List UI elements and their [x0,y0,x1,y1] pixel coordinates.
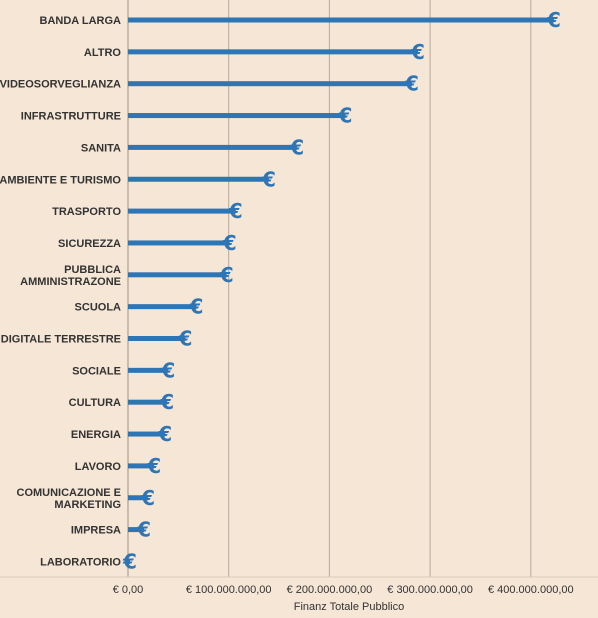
category-label: AMBIENTE E TURISMO [0,174,121,186]
bar [128,208,236,214]
euro-marker: € [177,327,192,351]
euro-marker: € [289,135,304,159]
x-tick-label: € 200.000.000,00 [287,584,373,596]
category-label: TRASPORTO [52,206,121,218]
category-label: COMUNICAZIONE E MARKETING [17,487,122,511]
x-axis-title: Finanz Totale Pubblico [294,601,404,613]
bar [128,527,145,533]
bar [128,463,155,469]
x-tick-label: € 400.000.000,00 [488,584,574,596]
grid-lines [0,0,598,578]
bar [128,49,419,55]
category-label: BANDA LARGA [40,15,122,27]
euro-marker: € [136,518,151,542]
category-labels: BANDA LARGA ALTRO VIDEOSORVEGLIANZA INFRAST… [0,15,121,568]
bar [128,495,149,501]
euro-marker: € [140,486,155,510]
bar [128,367,169,373]
bar [128,17,554,23]
x-tick-label: € 0,00 [113,584,144,596]
bar [128,304,197,310]
euro-marker: € [189,295,204,319]
category-label: SCUOLA [75,302,122,314]
category-label: LAVORO [75,461,122,473]
category-label: ALTRO [84,47,122,59]
category-label: PUBBLICA AMMINISTRAZONE [20,264,121,288]
euro-marker: € [222,231,237,255]
category-label: SICUREZZA [58,238,121,250]
euro-marker: € [157,422,172,446]
category-label: IMPRESA [71,525,121,537]
category-label: SANITA [81,142,121,154]
category-label: VIDEOSORVEGLIANZA [0,79,121,91]
euro-marker: € [261,167,276,191]
category-label: INFRASTRUTTURE [21,111,121,123]
bars: €€€€€€€€€€€€€€€€€€ [122,8,561,573]
bar [128,431,166,437]
bar [128,272,227,278]
euro-marker: € [546,8,561,32]
bar [128,176,269,182]
category-label: CULTURA [69,397,121,409]
euro-marker: € [160,358,175,382]
euro-marker: € [404,72,419,96]
euro-marker: € [338,104,353,128]
category-label: LABORATORIO [40,556,121,568]
x-axis-ticks: € 0,00 € 100.000.000,00 € 200.000.000,00 € … [113,584,574,596]
bar [128,558,131,564]
euro-marker: € [410,40,425,64]
bar [128,240,230,246]
euro-marker: € [122,549,137,573]
euro-marker: € [219,263,234,287]
bar [128,399,168,405]
category-label: DIGITALE TERRESTRE [1,334,121,346]
euro-marker: € [146,454,161,478]
euro-marker: € [159,390,174,414]
bar [128,113,346,119]
euro-marker: € [228,199,243,223]
bar [128,144,298,150]
category-label: SOCIALE [72,365,121,377]
bar [128,81,412,87]
x-tick-label: € 300.000.000,00 [387,584,473,596]
x-tick-label: € 100.000.000,00 [186,584,272,596]
category-label: ENERGIA [71,429,121,441]
bar [128,336,186,341]
